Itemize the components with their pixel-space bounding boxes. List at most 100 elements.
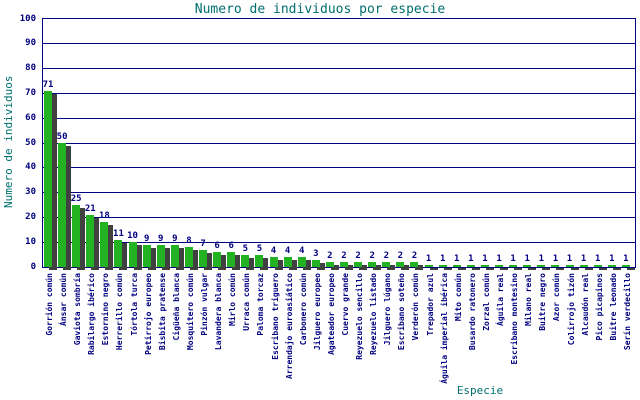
x-category-label: Milano real (524, 273, 534, 326)
bar-value-label: 1 (538, 253, 545, 264)
x-category-label: Estornino negro (101, 273, 111, 346)
bar-Buitre leonado (607, 264, 616, 267)
bar-Cuervo grande (340, 262, 348, 267)
x-category-label: Zorzal común (481, 273, 491, 331)
x-category-label: Mirlo común (228, 273, 238, 326)
bar-Azor común (551, 264, 560, 267)
bar-value-label: 25 (70, 194, 82, 204)
bar-value-label: 1 (510, 253, 516, 264)
x-category-label: Gorrión común (45, 273, 54, 336)
x-category-label: Petirrojo europeo (143, 273, 153, 355)
y-tick-label-70: 70 (25, 87, 36, 98)
bar-shadow (63, 146, 72, 270)
bar-shadow (204, 252, 213, 270)
bar-value-label: 2 (369, 251, 375, 262)
bar-value-label: 1 (482, 253, 488, 264)
bar-value-label: 1 (623, 253, 629, 264)
bar-Carbonero común (297, 257, 306, 267)
bar-value-label: 2 (397, 251, 404, 262)
bar-value-label: 2 (383, 251, 389, 262)
bar-shadow (626, 267, 635, 270)
bar-Urraca común (241, 254, 250, 267)
bar-Pinzón vulgar (199, 249, 208, 267)
bar-Estornino negro (100, 222, 109, 267)
x-category-label: Águila imperial ibérica (439, 273, 449, 384)
gridline-10 (43, 241, 635, 243)
x-category-label: Ánsar común (59, 273, 69, 326)
bar-value-label: 9 (143, 233, 150, 244)
bar-Jilguero lúgano (382, 262, 391, 267)
bar-shadow (584, 267, 593, 270)
bar-Gorrión común (44, 90, 52, 267)
bar-Lavandera blanca (213, 252, 222, 267)
bar-Pico picapinos (593, 264, 602, 267)
x-category-label: Herrerillo común (115, 273, 125, 351)
bar-Arrendajo euroasiático (283, 257, 292, 267)
bar-shadow (401, 265, 410, 270)
x-category-label: Trepador azul (425, 273, 435, 336)
x-category-label: Reyezuelo sencillo (355, 273, 365, 360)
bar-value-label: 5 (256, 243, 263, 254)
x-category-label: Busardo ratonero (467, 273, 477, 351)
x-category-label: Mosquitero común (185, 273, 195, 351)
bar-value-label: 1 (524, 253, 530, 264)
bar-shadow (556, 267, 565, 270)
bar-Mirlo común (227, 252, 236, 267)
bar-value-label: 2 (327, 251, 333, 262)
bar-Agateador europeo (325, 262, 334, 267)
bar-value-label: 1 (566, 253, 573, 264)
gridline-90 (43, 43, 635, 45)
gridline-80 (43, 68, 635, 70)
x-category-label: Jilguero lúgano (383, 273, 393, 346)
bar-Busardo ratonero (466, 264, 475, 267)
x-category-label: Jilguero europeo (312, 273, 322, 351)
bar-shadow (175, 247, 184, 270)
x-category-label: Tórtola turca (129, 273, 139, 336)
bar-value-label: 2 (341, 251, 347, 262)
gridline-20 (43, 216, 635, 218)
bar-shadow (77, 208, 86, 270)
bar-Mito común (452, 264, 461, 267)
bar-shadow (246, 257, 255, 270)
bar-shadow (218, 255, 227, 270)
bar-value-label: 10 (127, 231, 138, 242)
bar-shadow (471, 267, 480, 270)
plot-area: 71 50 25 21 18 11 10 9 9 9 8 7 6 6 5 5 4 4 4 3 2 2 2 2 2 2 2 1 1 1 1 1 1… (42, 18, 636, 270)
bar-value-label: 5 (242, 243, 249, 254)
x-category-label: Escribano montesino (510, 273, 520, 365)
bar-value-label: 9 (172, 233, 178, 244)
x-category-label: Serín verdecillo (622, 273, 632, 351)
bar-shadow (133, 245, 142, 270)
bar-value-label: 1 (552, 253, 559, 264)
y-tick-label-0: 0 (30, 261, 36, 272)
bar-Zorzal común (480, 264, 489, 267)
bar-Escribano montesino (509, 264, 518, 267)
bar-shadow (443, 267, 452, 270)
bar-value-label: 4 (284, 246, 291, 257)
bar-Águila real (495, 264, 504, 267)
y-tick-label-100: 100 (19, 13, 36, 24)
bar-value-label: 4 (270, 246, 277, 257)
x-category-label: Urraca común (242, 273, 252, 331)
y-tick-label-80: 80 (25, 63, 36, 74)
x-category-label: Colirrojo tizón (566, 273, 576, 346)
y-tick-label-50: 50 (25, 137, 36, 148)
bar-value-label: 21 (84, 203, 96, 214)
bar-value-label: 9 (158, 233, 164, 244)
x-category-label: Agateador europeo (326, 273, 336, 355)
bar-Reyezuelo listado (368, 262, 377, 267)
bar-value-label: 3 (313, 248, 319, 259)
bar-Gaviota sombría (72, 205, 81, 267)
bar-Alcaudón real (579, 264, 588, 267)
y-tick-label-40: 40 (25, 162, 36, 173)
bar-shadow (161, 247, 170, 270)
bar-Bisbita pratense (156, 244, 165, 267)
bar-shadow (485, 267, 494, 270)
bar-Ánsar común (58, 143, 67, 267)
x-category-label: Paloma torcaz (256, 273, 266, 336)
bar-Serín verdecillo (621, 264, 630, 267)
bar-value-label: 1 (594, 253, 601, 264)
bar-shadow (387, 265, 396, 270)
bar-shadow (528, 267, 537, 270)
bar-value-label: 7 (200, 238, 206, 249)
